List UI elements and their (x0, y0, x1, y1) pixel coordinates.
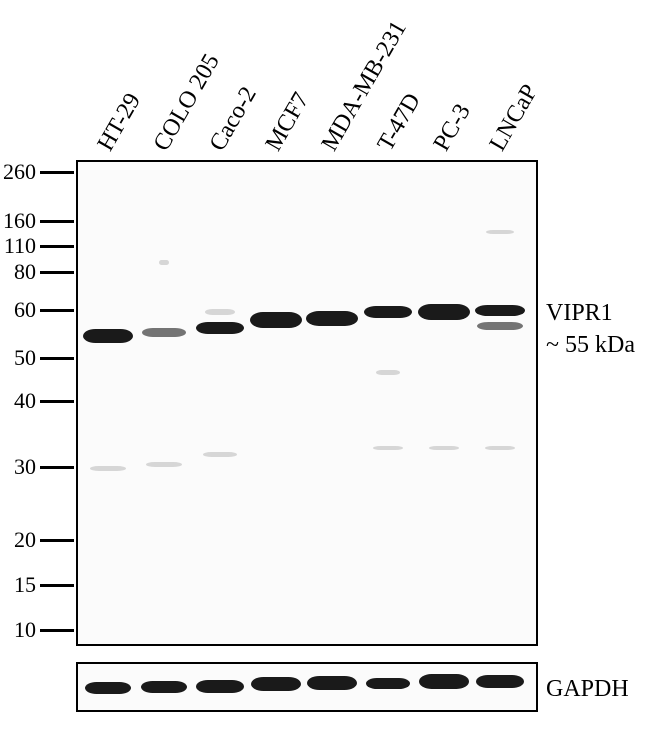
band (142, 328, 186, 337)
mw-marker: 110 (0, 237, 74, 255)
band (475, 305, 525, 316)
mw-marker: 160 (0, 212, 74, 230)
lane-label: LNCaP (485, 80, 544, 156)
mw-tick (40, 400, 74, 403)
mw-tick (40, 245, 74, 248)
band (486, 230, 514, 234)
lane-label: T-47D (373, 89, 427, 156)
band (141, 681, 187, 693)
loading-control-label: GAPDH (546, 676, 629, 703)
mw-marker: 20 (0, 531, 74, 549)
lane-label: MCF7 (261, 88, 316, 156)
mw-value: 260 (0, 159, 36, 185)
band (196, 680, 244, 693)
mw-value: 40 (0, 388, 36, 414)
mw-value: 15 (0, 572, 36, 598)
mw-tick (40, 309, 74, 312)
band (205, 309, 235, 315)
band (485, 446, 515, 450)
band (307, 676, 357, 690)
band (429, 446, 459, 450)
mw-value: 20 (0, 527, 36, 553)
band (306, 311, 358, 326)
mw-marker: 15 (0, 576, 74, 594)
lane-label: HT-29 (93, 89, 147, 156)
band (90, 466, 126, 471)
band (85, 682, 131, 694)
mw-value: 80 (0, 259, 36, 285)
mw-marker: 50 (0, 349, 74, 367)
mw-tick (40, 357, 74, 360)
band (251, 677, 301, 691)
mw-tick (40, 220, 74, 223)
mw-marker: 260 (0, 163, 74, 181)
mw-tick (40, 466, 74, 469)
band (366, 678, 410, 689)
mw-value: 50 (0, 345, 36, 371)
mw-value: 60 (0, 297, 36, 323)
band (418, 304, 470, 320)
target-protein-label: VIPR1 (546, 300, 613, 327)
band (373, 446, 403, 450)
band (476, 675, 524, 688)
main-blot-panel (76, 160, 538, 646)
mw-value: 30 (0, 454, 36, 480)
mw-tick (40, 539, 74, 542)
mw-value: 110 (0, 233, 36, 259)
lane-labels-container: HT-29COLO 205Caco-2MCF7MDA-MB-231T-47DPC… (90, 0, 540, 160)
mw-tick (40, 629, 74, 632)
mw-tick (40, 171, 74, 174)
mw-tick (40, 271, 74, 274)
band (364, 306, 412, 318)
band (477, 322, 523, 330)
mw-tick (40, 584, 74, 587)
mw-marker: 40 (0, 392, 74, 410)
band (83, 329, 133, 343)
mw-value: 10 (0, 617, 36, 643)
lane-label: Caco-2 (205, 82, 263, 156)
band (419, 674, 469, 689)
band (376, 370, 400, 375)
mw-marker: 60 (0, 301, 74, 319)
mw-marker: 30 (0, 458, 74, 476)
mw-value: 160 (0, 208, 36, 234)
mw-marker: 80 (0, 263, 74, 281)
western-blot-figure: HT-29COLO 205Caco-2MCF7MDA-MB-231T-47DPC… (0, 0, 650, 745)
band (203, 452, 237, 457)
band (146, 462, 182, 467)
lane-label: PC-3 (429, 100, 477, 156)
band (196, 322, 244, 334)
band (250, 312, 302, 328)
band (159, 260, 169, 265)
observed-mw-label: ~ 55 kDa (546, 332, 635, 359)
mw-marker: 10 (0, 621, 74, 639)
loading-control-panel (76, 662, 538, 712)
